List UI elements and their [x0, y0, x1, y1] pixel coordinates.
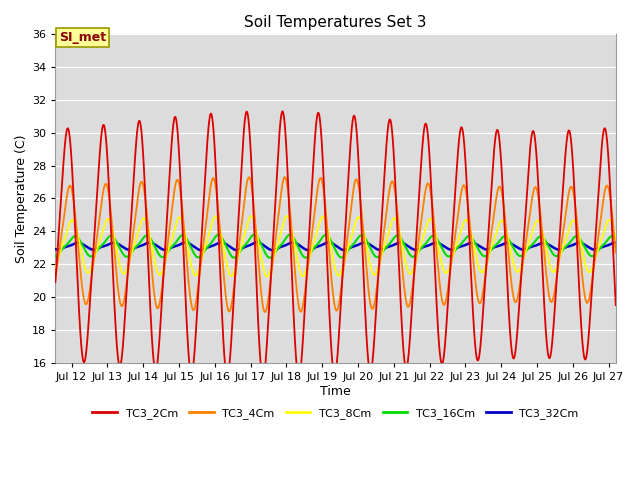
Legend: TC3_2Cm, TC3_4Cm, TC3_8Cm, TC3_16Cm, TC3_32Cm: TC3_2Cm, TC3_4Cm, TC3_8Cm, TC3_16Cm, TC3…: [88, 404, 583, 423]
Y-axis label: Soil Temperature (C): Soil Temperature (C): [15, 134, 28, 263]
Title: Soil Temperatures Set 3: Soil Temperatures Set 3: [244, 15, 427, 30]
X-axis label: Time: Time: [320, 385, 351, 398]
Text: SI_met: SI_met: [59, 31, 106, 44]
